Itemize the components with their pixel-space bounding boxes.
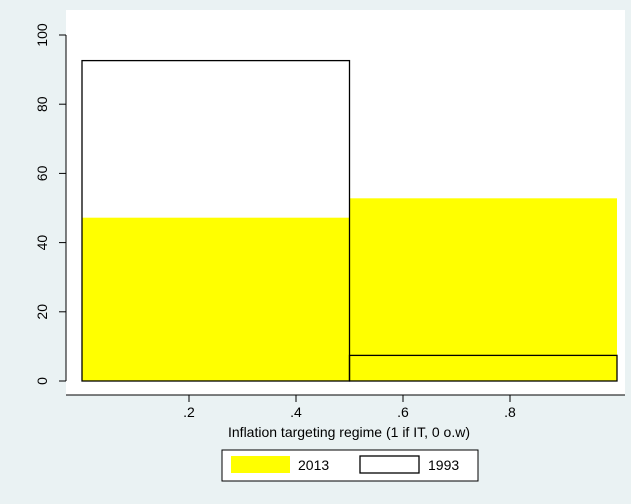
series-1993-bars (81, 59, 618, 382)
x-tick-label: .6 (397, 404, 409, 420)
x-axis-title: Inflation targeting regime (1 if IT, 0 o… (228, 424, 470, 440)
y-tick-label: 40 (34, 235, 50, 251)
legend: 2013 1993 (221, 449, 479, 482)
legend-label-1993: 1993 (428, 457, 459, 473)
y-tick-label: 80 (34, 96, 50, 112)
bar-2013-bin-1 (349, 198, 617, 381)
x-tick-label: .4 (290, 404, 302, 420)
x-tick-label: .8 (504, 404, 516, 420)
legend-label-2013: 2013 (298, 457, 329, 473)
y-tick-label: 60 (34, 165, 50, 181)
x-tick-label: .2 (183, 404, 195, 420)
series-2013-bars (82, 198, 617, 381)
legend-swatch-2013 (231, 456, 290, 473)
y-axis: 0 20 40 60 80 100 (34, 23, 67, 385)
y-tick-label: 100 (34, 23, 50, 47)
bar-2013-bin-0 (82, 217, 350, 381)
x-axis: .2 .4 .6 .8 (66, 394, 625, 420)
y-tick-label: 0 (34, 377, 50, 385)
bar-1993-bin-1 (348, 354, 618, 382)
bar-1993-bin-0 (81, 59, 351, 382)
y-tick-label: 20 (34, 304, 50, 320)
legend-swatch-1993 (359, 455, 420, 474)
